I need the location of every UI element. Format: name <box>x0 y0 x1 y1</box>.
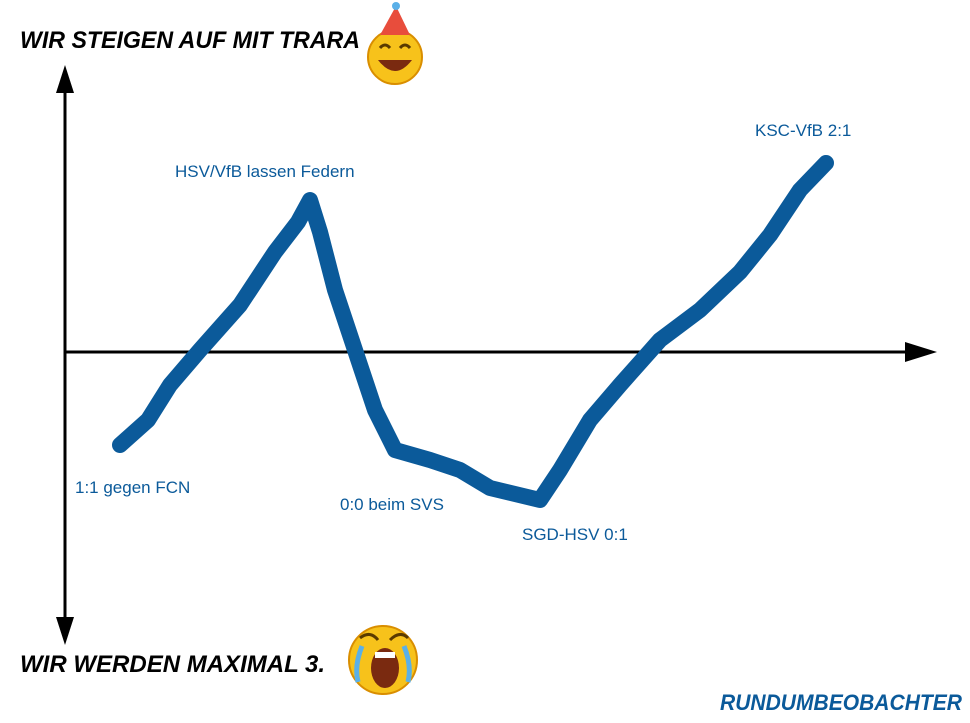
annotation: HSV/VfB lassen Federn <box>175 162 355 181</box>
arrow-up <box>56 65 74 93</box>
arrow-right <box>905 342 937 362</box>
annotation: 0:0 beim SVS <box>340 495 444 514</box>
mood-line <box>112 155 834 508</box>
annotation: KSC-VfB 2:1 <box>755 121 851 140</box>
annotation: 1:1 gegen FCN <box>75 478 190 497</box>
bottom-label: WIR WERDEN MAXIMAL 3. <box>20 651 325 678</box>
arrow-down <box>56 617 74 645</box>
brand: RUNDUMBEOBACHTER <box>720 690 962 715</box>
crying-emoji <box>348 625 418 695</box>
top-label: WIR STEIGEN AUF MIT TRARA <box>20 27 360 54</box>
party-emoji <box>367 2 423 85</box>
annotation: SGD-HSV 0:1 <box>522 525 628 544</box>
